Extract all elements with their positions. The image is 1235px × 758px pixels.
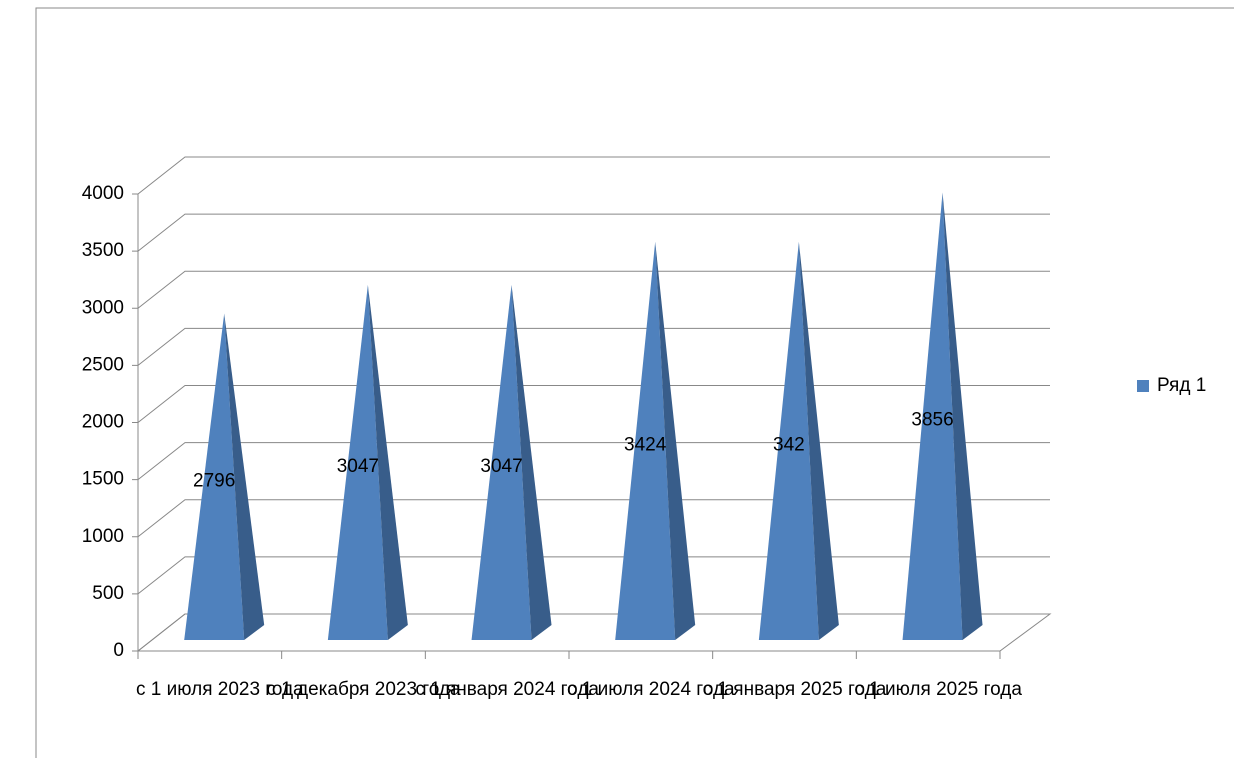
pyramid-side: [942, 192, 983, 640]
grid-line: [137, 156, 1050, 195]
y-tick-label: 1000: [82, 526, 124, 547]
pyramid-side: [224, 313, 265, 640]
x-tick-label: с 1 июля 2025 года: [854, 679, 1022, 700]
grid-line: [137, 327, 1050, 366]
x-tick-label: с 1 января 2025 года: [703, 679, 887, 700]
grid-line: [137, 385, 1050, 423]
data-label: 2796: [193, 470, 235, 491]
data-label: 3047: [337, 456, 379, 477]
y-tick-label: 3000: [82, 297, 124, 318]
grid-line: [137, 499, 1050, 538]
pyramid-side: [367, 284, 408, 640]
pyramid-side: [655, 241, 696, 641]
grid-line: [137, 213, 1050, 252]
grid-line: [137, 556, 1050, 595]
y-tick-label: 1500: [82, 469, 124, 490]
data-label: 3856: [911, 410, 953, 431]
x-tick-label: с 1 декабря 2023 года: [266, 679, 461, 700]
legend-label: Ряд 1: [1157, 375, 1206, 396]
data-label: 3047: [480, 456, 522, 477]
pyramid-face: [758, 241, 819, 641]
legend-swatch: [1137, 380, 1149, 392]
y-tick-label: 500: [92, 583, 124, 604]
chart-border: [35, 7, 1234, 758]
x-tick-label: с 1 января 2024 года: [415, 679, 599, 700]
y-tick-label: 3500: [82, 240, 124, 261]
y-tick-label: 2500: [82, 354, 124, 375]
y-tick-label: 2000: [82, 412, 124, 433]
x-tick-label: с 1 июля 2023 года: [136, 679, 304, 700]
data-label: 342: [773, 434, 805, 455]
pyramid-side: [798, 241, 839, 641]
pyramid-face: [615, 241, 676, 641]
data-label: 3424: [624, 434, 667, 455]
y-tick-label: 4000: [82, 183, 124, 204]
grid-line: [137, 442, 1050, 481]
y-tick-label: 0: [113, 640, 124, 661]
x-tick-label: с 1 июля 2024 года: [567, 679, 735, 700]
grid-line: [137, 270, 1050, 309]
pyramid-side: [511, 284, 552, 640]
